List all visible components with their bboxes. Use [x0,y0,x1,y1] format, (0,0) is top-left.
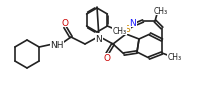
Text: CH₃: CH₃ [168,53,182,62]
Text: O: O [61,18,69,27]
Text: N: N [130,18,136,27]
Text: N: N [96,34,102,43]
Text: CH₃: CH₃ [112,26,126,35]
Text: NH: NH [50,40,64,49]
Text: S: S [124,25,130,34]
Text: O: O [104,54,111,63]
Text: CH₃: CH₃ [154,6,168,15]
